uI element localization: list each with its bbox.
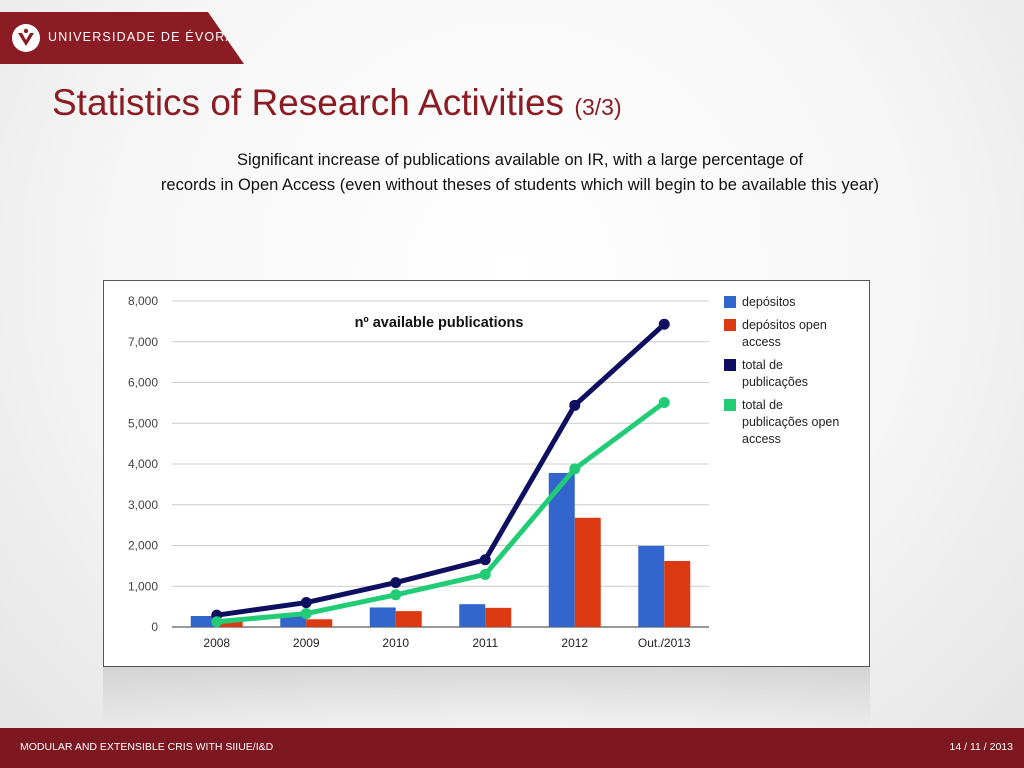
legend-label: access bbox=[742, 335, 781, 349]
chart-title: nº available publications bbox=[355, 315, 524, 331]
legend-swatch bbox=[724, 319, 736, 331]
chart-reflection bbox=[103, 667, 870, 727]
x-tick-label: 2009 bbox=[293, 636, 320, 650]
data-point bbox=[211, 616, 223, 628]
y-tick-label: 0 bbox=[151, 620, 158, 634]
description-line-2: records in Open Access (even without the… bbox=[160, 176, 880, 194]
publications-chart: 0 1,000 2,000 3,000 4,000 5,000 6,000 7,000 8,00… bbox=[103, 280, 870, 667]
legend-label: access bbox=[742, 432, 781, 446]
data-point bbox=[658, 318, 670, 330]
y-tick-label: 1,000 bbox=[128, 579, 158, 593]
y-tick-label: 4,000 bbox=[128, 457, 158, 471]
y-tick-label: 6,000 bbox=[128, 376, 158, 390]
x-tick-label: Out./2013 bbox=[638, 636, 691, 650]
legend-label: publicações bbox=[742, 375, 808, 389]
legend-label: publicações open bbox=[742, 415, 839, 429]
bar bbox=[280, 616, 307, 627]
data-point bbox=[479, 554, 491, 566]
y-tick-label: 2,000 bbox=[128, 539, 158, 553]
institution-name: UNIVERSIDADE DE ÉVORA bbox=[48, 30, 236, 44]
bar bbox=[548, 472, 575, 627]
bar bbox=[369, 607, 396, 627]
description-line-1: Significant increase of publications ava… bbox=[237, 151, 803, 169]
y-tick-label: 8,000 bbox=[128, 294, 158, 308]
bar bbox=[485, 607, 512, 627]
legend-label: total de bbox=[742, 358, 783, 372]
bar bbox=[306, 619, 333, 627]
data-point bbox=[300, 608, 312, 620]
x-tick-label: 2010 bbox=[382, 636, 409, 650]
bar bbox=[395, 611, 422, 627]
x-tick-label: 2011 bbox=[472, 636, 498, 650]
data-point bbox=[390, 577, 402, 589]
footer-date: 14 / 11 / 2013 bbox=[949, 741, 1013, 753]
y-tick-label: 3,000 bbox=[128, 498, 158, 512]
bar bbox=[574, 517, 601, 627]
legend-label: total de bbox=[742, 398, 783, 412]
data-point bbox=[300, 597, 312, 609]
bar bbox=[638, 545, 665, 627]
y-tick-label: 7,000 bbox=[128, 335, 158, 349]
data-point bbox=[569, 463, 581, 475]
institution-banner: UNIVERSIDADE DE ÉVORA bbox=[0, 12, 244, 64]
series-line bbox=[214, 399, 667, 625]
legend-swatch bbox=[724, 359, 736, 371]
legend-label: depósitos open bbox=[742, 318, 827, 332]
footer-bar: MODULAR AND EXTENSIBLE CRIS WITH SIIUE/I… bbox=[0, 728, 1024, 768]
legend-swatch bbox=[724, 399, 736, 411]
title-suffix: (3/3) bbox=[574, 94, 622, 120]
bar bbox=[664, 560, 691, 627]
y-tick-label: 5,000 bbox=[128, 416, 158, 430]
x-tick-label: 2008 bbox=[203, 636, 230, 650]
chart-canvas: 0 1,000 2,000 3,000 4,000 5,000 6,000 7,000 8,00… bbox=[128, 294, 839, 650]
data-point bbox=[658, 396, 670, 408]
bar bbox=[190, 615, 217, 627]
bar bbox=[216, 621, 243, 627]
data-point bbox=[569, 399, 581, 411]
footer-title: MODULAR AND EXTENSIBLE CRIS WITH SIIUE/I… bbox=[20, 741, 274, 753]
legend-swatch bbox=[724, 296, 736, 308]
data-point bbox=[390, 589, 402, 601]
title-text: Statistics of Research Activities bbox=[52, 82, 565, 123]
legend-label: depósitos bbox=[742, 295, 796, 309]
bar bbox=[459, 604, 486, 627]
x-tick-label: 2012 bbox=[561, 636, 588, 650]
university-logo-icon bbox=[12, 24, 40, 52]
series-line bbox=[214, 321, 667, 618]
page-title: Statistics of Research Activities (3/3) bbox=[52, 82, 622, 124]
data-point bbox=[479, 568, 491, 580]
